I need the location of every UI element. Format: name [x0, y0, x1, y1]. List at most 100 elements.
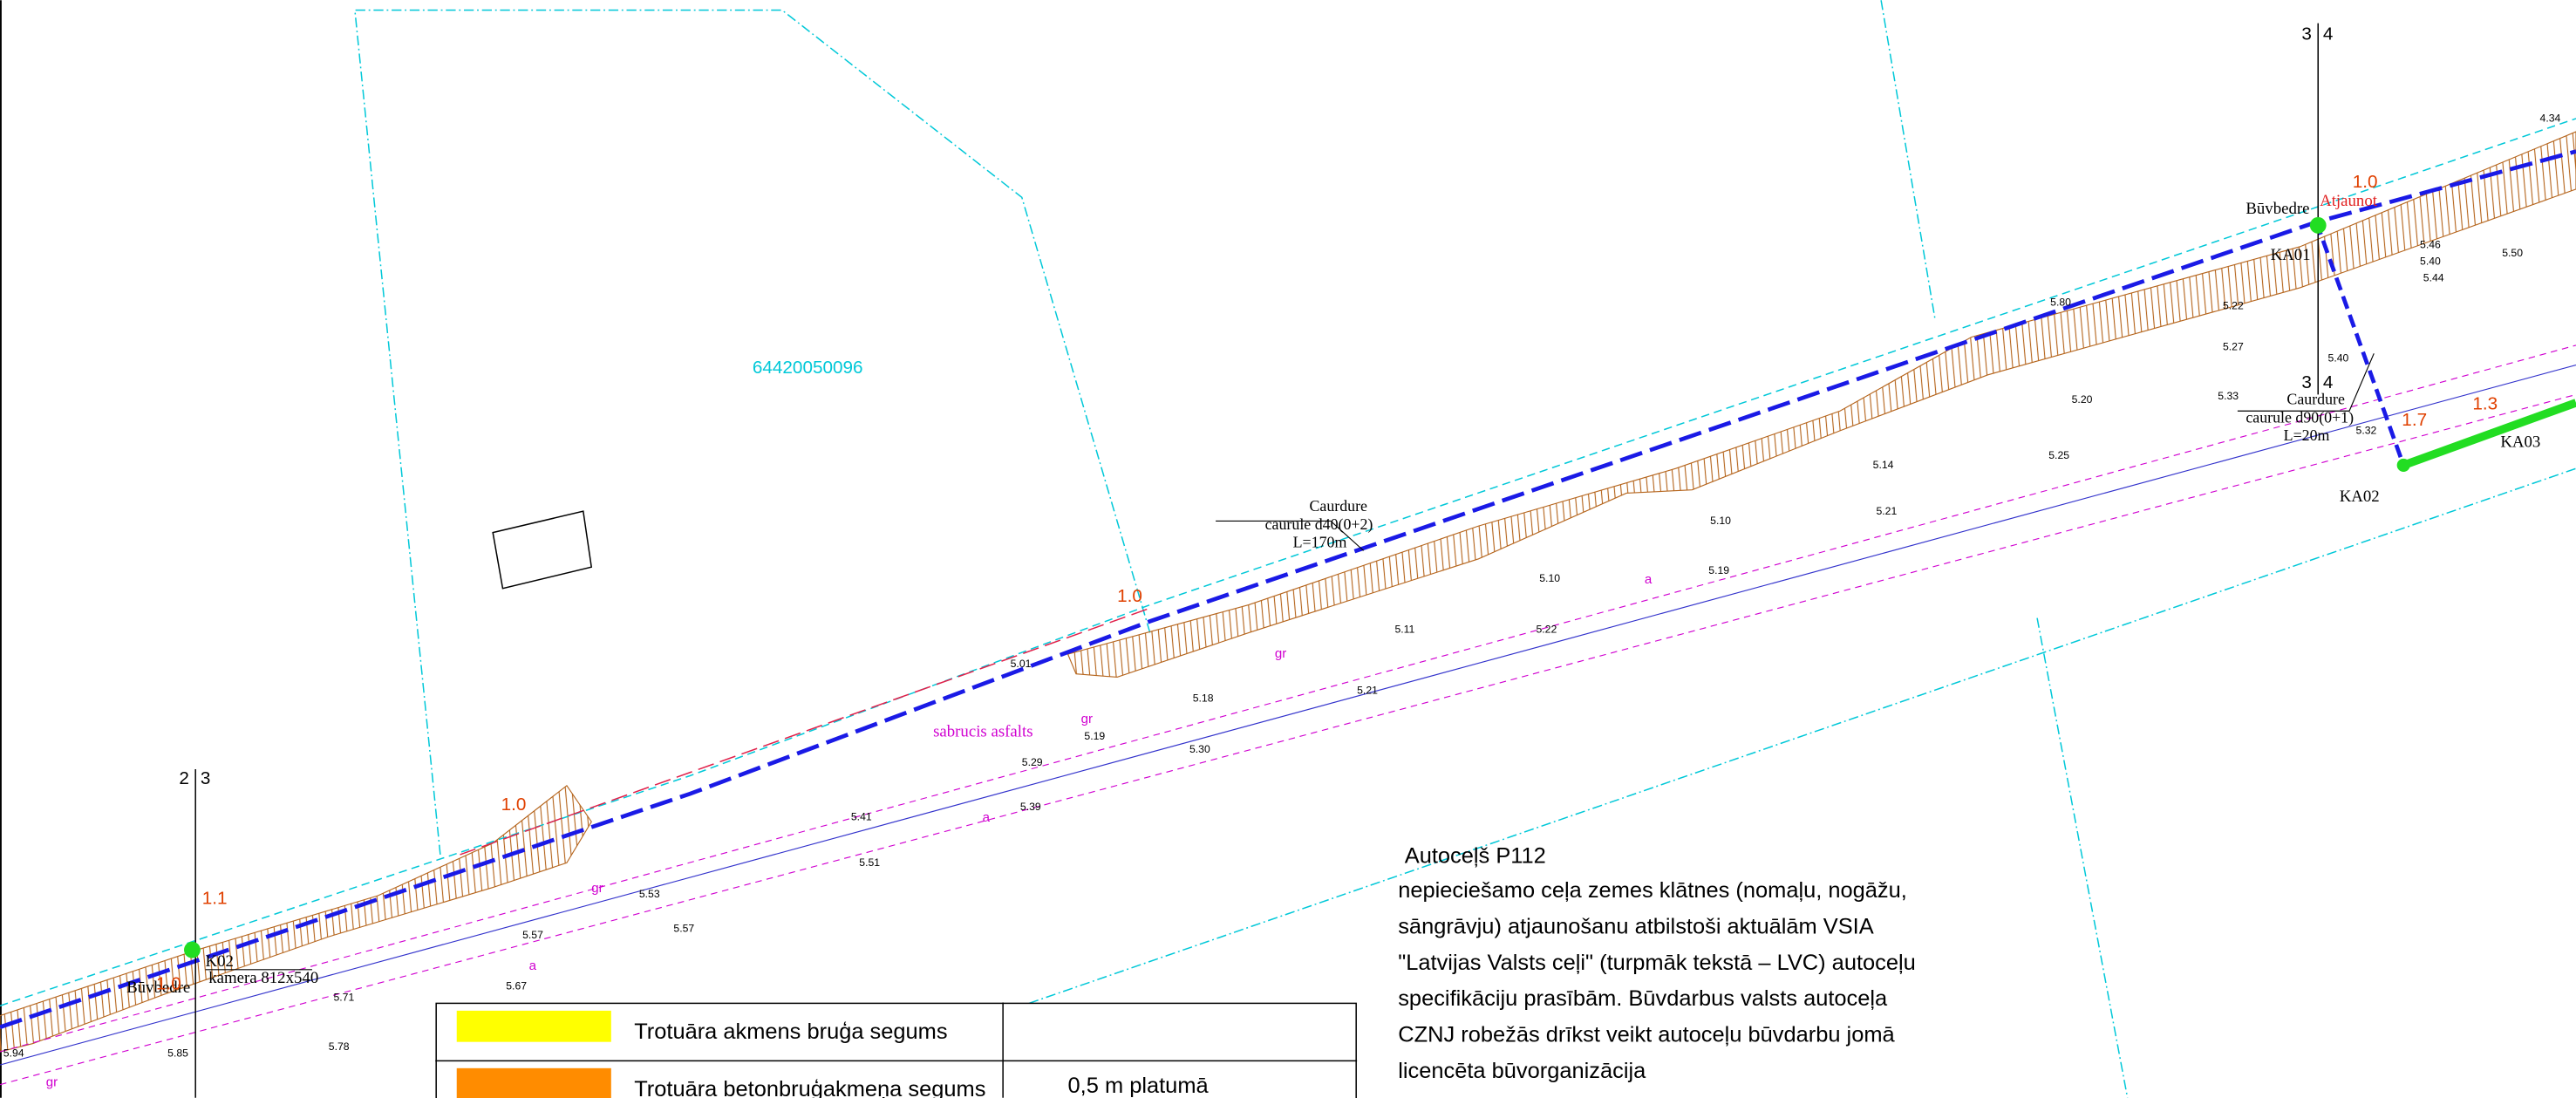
elevation: 5.32 [2356, 425, 2377, 437]
cable-route [2314, 221, 2406, 467]
label: Būvbedre [2245, 200, 2309, 218]
legend-swatch [456, 1010, 611, 1042]
legend-note: 0,5 m platumā [1068, 1074, 1210, 1098]
section-mark: 3 [2301, 372, 2312, 392]
elevation: 5.25 [2048, 449, 2069, 461]
code: a [983, 810, 991, 825]
label: Būvbedre [126, 979, 190, 997]
pavement [2402, 399, 2576, 469]
label: sabrucis asfalts [933, 722, 1033, 740]
section-mark: 2 [179, 768, 189, 788]
elevation: 5.78 [329, 1040, 350, 1053]
elevation: 5.21 [1876, 505, 1897, 517]
well [2396, 458, 2410, 472]
elevation: 5.44 [2423, 271, 2444, 283]
note-line: CZNJ robežās drīkst veikt autoceļu būvda… [1398, 1023, 1895, 1047]
elevation: 5.22 [2223, 299, 2244, 311]
crossing-title: Caurdure [2286, 391, 2345, 408]
legend-label: Trotuāra akmens bruģa segums [634, 1020, 947, 1044]
dimension: 1.0 [1117, 586, 1142, 606]
crossing-length: L=20m [2284, 426, 2330, 444]
dimension: 1.7 [2402, 410, 2427, 430]
elevation: 5.57 [673, 922, 694, 934]
code: a [529, 958, 537, 973]
label: kamera 812x540 [208, 969, 318, 987]
road-edge [0, 118, 2576, 1006]
asphalt-edge [460, 607, 1151, 856]
dimension: 1.0 [156, 973, 181, 993]
elevation: 5.27 [2223, 341, 2244, 353]
elevation: 5.39 [1020, 801, 1041, 813]
elevation: 5.33 [2218, 390, 2239, 402]
label: KA03 [2500, 433, 2540, 452]
note-line: licencēta būvorganizācija [1398, 1059, 1646, 1083]
elevation: 5.46 [2420, 239, 2441, 251]
elevation: 5.53 [639, 888, 660, 900]
leader [1216, 520, 1365, 551]
elevation: 5.22 [1536, 624, 1557, 636]
elevation: 5.21 [1357, 684, 1378, 696]
legend-label: Trotuāra betonbruģakmeņa segums [634, 1077, 985, 1098]
elevation: 5.40 [2328, 352, 2349, 365]
elevation: 5.80 [2050, 297, 2071, 309]
elevation: 5.57 [522, 929, 543, 941]
dimension: 1.0 [501, 795, 527, 815]
code: gr [1081, 712, 1093, 726]
elevation: 5.85 [167, 1047, 188, 1060]
elevation: 5.51 [859, 856, 880, 869]
code: a [1645, 572, 1653, 587]
ditch-line [0, 393, 2576, 1086]
well [2309, 216, 2327, 234]
elevation: 5.10 [1539, 572, 1560, 584]
elevation: 5.40 [2420, 256, 2441, 268]
crossing-title: Caurdure [1309, 497, 1367, 515]
code: gr [46, 1075, 58, 1090]
crossing-pipe: caurule d40(0+2) [1265, 515, 1373, 534]
elevation: 5.30 [1189, 743, 1210, 755]
elevation: 5.01 [1011, 658, 1032, 670]
parcel-boundary [354, 9, 1151, 855]
dimension: 1.3 [2472, 393, 2498, 413]
elevation: 5.11 [1394, 624, 1414, 636]
code: gr [591, 881, 603, 896]
crossing-length: L=170m [1293, 534, 1347, 551]
elevation: 5.20 [2072, 393, 2093, 406]
section-mark: 3 [2301, 24, 2312, 44]
road-title: Autoceļš P112 [1405, 843, 1546, 868]
note-line: specifikāciju prasībām. Būvdarbus valsts… [1398, 986, 1888, 1011]
building [492, 510, 593, 590]
note-line: "Latvijas Valsts ceļi" (turpmāk tekstā –… [1398, 951, 1916, 975]
cable-route [0, 149, 2576, 1029]
elevation: 5.19 [1708, 564, 1729, 576]
code: gr [1275, 646, 1286, 661]
ditch-line [0, 344, 2576, 1053]
note-line: sāngrāvju) atjaunošanu atbilstoši aktuāl… [1398, 914, 1874, 938]
elevation: 5.19 [1084, 730, 1105, 742]
parcel-boundary [755, 467, 2576, 1098]
label: KA01 [2271, 246, 2311, 264]
elevation: 5.71 [333, 992, 354, 1004]
label: Atjaunot [2320, 192, 2378, 210]
dimension: 1.0 [2353, 172, 2378, 192]
legend-swatch [456, 1067, 611, 1098]
section-mark: 3 [201, 768, 211, 788]
note-line: nepieciešamo ceļa zemes klātnes (nomaļu,… [1398, 878, 1907, 903]
section-mark: 4 [2323, 24, 2334, 44]
parcel-label: 64420050096 [753, 358, 863, 378]
road-line [0, 364, 2576, 1066]
section-mark: 4 [2323, 372, 2334, 392]
elevation: 5.67 [506, 979, 527, 992]
elevation: 5.18 [1193, 692, 1214, 705]
crossing-pipe: caurule d90(0+1) [2245, 408, 2354, 426]
label: K02 [205, 952, 233, 971]
label: KA02 [2340, 488, 2380, 506]
elevation: 5.29 [1022, 756, 1043, 768]
well [184, 941, 201, 958]
slope [1067, 131, 2576, 679]
elevation: 5.14 [1873, 459, 1894, 471]
leader [2237, 353, 2375, 412]
elevation: 4.34 [2540, 113, 2561, 125]
parcel-boundary [2036, 617, 2129, 1098]
dimension: 1.1 [202, 888, 228, 908]
